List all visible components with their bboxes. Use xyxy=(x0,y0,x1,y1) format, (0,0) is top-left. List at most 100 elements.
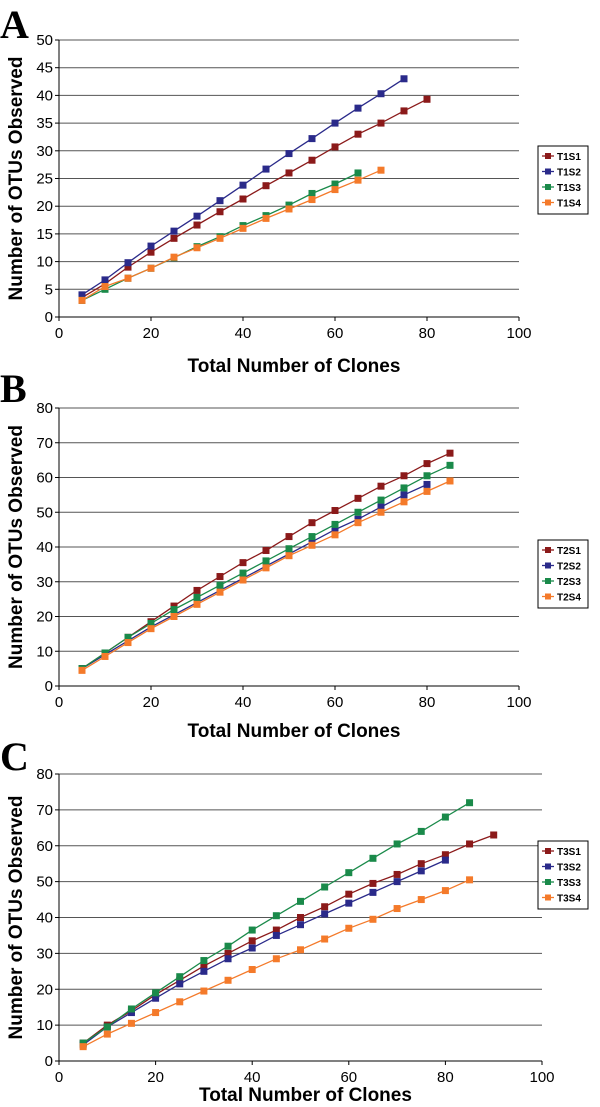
data-point xyxy=(127,1009,135,1017)
legend-label: T1S3 xyxy=(557,183,581,194)
data-point xyxy=(441,851,449,859)
legend-marker xyxy=(545,184,551,190)
data-point xyxy=(393,878,401,886)
legend-marker xyxy=(545,578,551,584)
data-point xyxy=(239,195,247,203)
data-point xyxy=(193,593,201,601)
data-point xyxy=(377,508,385,516)
y-tick-label: 70 xyxy=(36,435,53,452)
x-axis-title: Total Number of Clones xyxy=(188,356,401,377)
data-point xyxy=(393,840,401,848)
data-point xyxy=(124,274,132,282)
x-tick-label: 80 xyxy=(419,694,436,711)
data-point xyxy=(239,569,247,577)
data-point xyxy=(441,887,449,895)
data-point xyxy=(377,503,385,511)
data-point xyxy=(262,165,270,173)
data-point xyxy=(345,890,353,898)
x-tick-label: 40 xyxy=(235,694,252,711)
data-point xyxy=(224,955,232,963)
data-point xyxy=(272,912,280,920)
data-point xyxy=(297,921,304,929)
x-axis-title: Total Number of Clones xyxy=(188,721,401,742)
x-tick-label: 60 xyxy=(327,325,344,342)
y-tick-label: 40 xyxy=(36,87,53,104)
data-point xyxy=(78,296,86,304)
data-point xyxy=(466,799,474,807)
y-axis-title: Number of OTUs Observed xyxy=(6,796,27,1040)
x-tick-label: 60 xyxy=(340,1069,357,1086)
y-tick-label: 30 xyxy=(36,143,53,160)
data-point xyxy=(224,976,232,984)
y-tick-label: 40 xyxy=(36,539,53,556)
y-tick-label: 30 xyxy=(36,574,53,591)
data-point xyxy=(124,633,132,641)
data-point xyxy=(369,879,377,887)
y-tick-label: 80 xyxy=(36,400,53,417)
data-point xyxy=(152,1009,160,1017)
series-t3s4 xyxy=(79,876,474,1051)
data-point xyxy=(377,90,385,98)
data-point xyxy=(331,143,339,151)
data-point xyxy=(124,639,132,647)
y-tick-label: 25 xyxy=(36,171,53,188)
data-point xyxy=(216,197,224,205)
legend-marker xyxy=(545,153,551,159)
data-point xyxy=(466,840,474,848)
data-point xyxy=(331,119,339,127)
series-line xyxy=(82,834,494,1044)
y-tick-label: 0 xyxy=(45,1053,53,1070)
data-point xyxy=(354,494,362,502)
series-line xyxy=(81,169,382,301)
chart-panel-a: A 0 5 10 15 20 25 30 35 40 45 50 0 20 40 60 80 100 Total N… xyxy=(0,2,589,377)
y-tick-label: 10 xyxy=(36,643,53,660)
data-point xyxy=(417,867,425,875)
legend-marker xyxy=(545,863,551,870)
data-point xyxy=(170,234,178,242)
x-tick-label: 40 xyxy=(235,325,252,342)
data-point xyxy=(369,888,377,896)
data-point xyxy=(147,619,155,627)
data-point xyxy=(272,926,280,934)
data-point xyxy=(393,905,401,913)
data-point xyxy=(331,180,339,188)
y-tick-label: 50 xyxy=(36,32,53,49)
y-axis-title: Number of OTUs Observed xyxy=(6,57,27,301)
legend-label: T3S1 xyxy=(557,847,581,858)
x-tick-label: 20 xyxy=(147,1069,164,1086)
data-point xyxy=(400,484,408,492)
x-tick-label: 20 xyxy=(143,325,160,342)
data-point xyxy=(103,1030,111,1038)
data-point xyxy=(345,924,353,932)
data-point xyxy=(308,533,316,541)
data-point xyxy=(321,910,329,918)
series-t1s2 xyxy=(78,75,408,299)
y-tick-label: 70 xyxy=(36,802,53,819)
data-point xyxy=(79,1039,87,1047)
y-tick-label: 50 xyxy=(36,874,53,891)
data-point xyxy=(101,276,109,284)
data-point xyxy=(354,169,362,177)
data-point xyxy=(400,107,408,115)
series-t2s4 xyxy=(78,477,454,674)
data-point xyxy=(239,181,247,189)
series-t3s3 xyxy=(79,799,474,1047)
data-point xyxy=(152,994,160,1002)
legend-marker xyxy=(545,593,551,600)
x-tick-label: 100 xyxy=(506,694,531,711)
data-point xyxy=(446,461,454,469)
data-point xyxy=(216,581,224,589)
x-axis-title: Total Number of Clones xyxy=(199,1085,412,1106)
y-tick-label: 10 xyxy=(36,1017,53,1034)
data-point xyxy=(262,182,270,190)
data-point xyxy=(297,914,304,921)
data-point xyxy=(321,935,329,943)
series-t1s4 xyxy=(78,166,385,304)
chart-panel-c: C 0 10 20 30 40 50 60 70 80 0 20 40 60 80 100 Total Numb… xyxy=(0,734,589,1106)
x-tick-label: 80 xyxy=(437,1069,454,1086)
data-point xyxy=(308,189,316,197)
series-t3s2 xyxy=(79,856,449,1049)
y-axis-title: Number of OTUs Observed xyxy=(6,425,27,669)
data-point xyxy=(417,896,425,904)
legend-label: T1S1 xyxy=(557,152,581,163)
